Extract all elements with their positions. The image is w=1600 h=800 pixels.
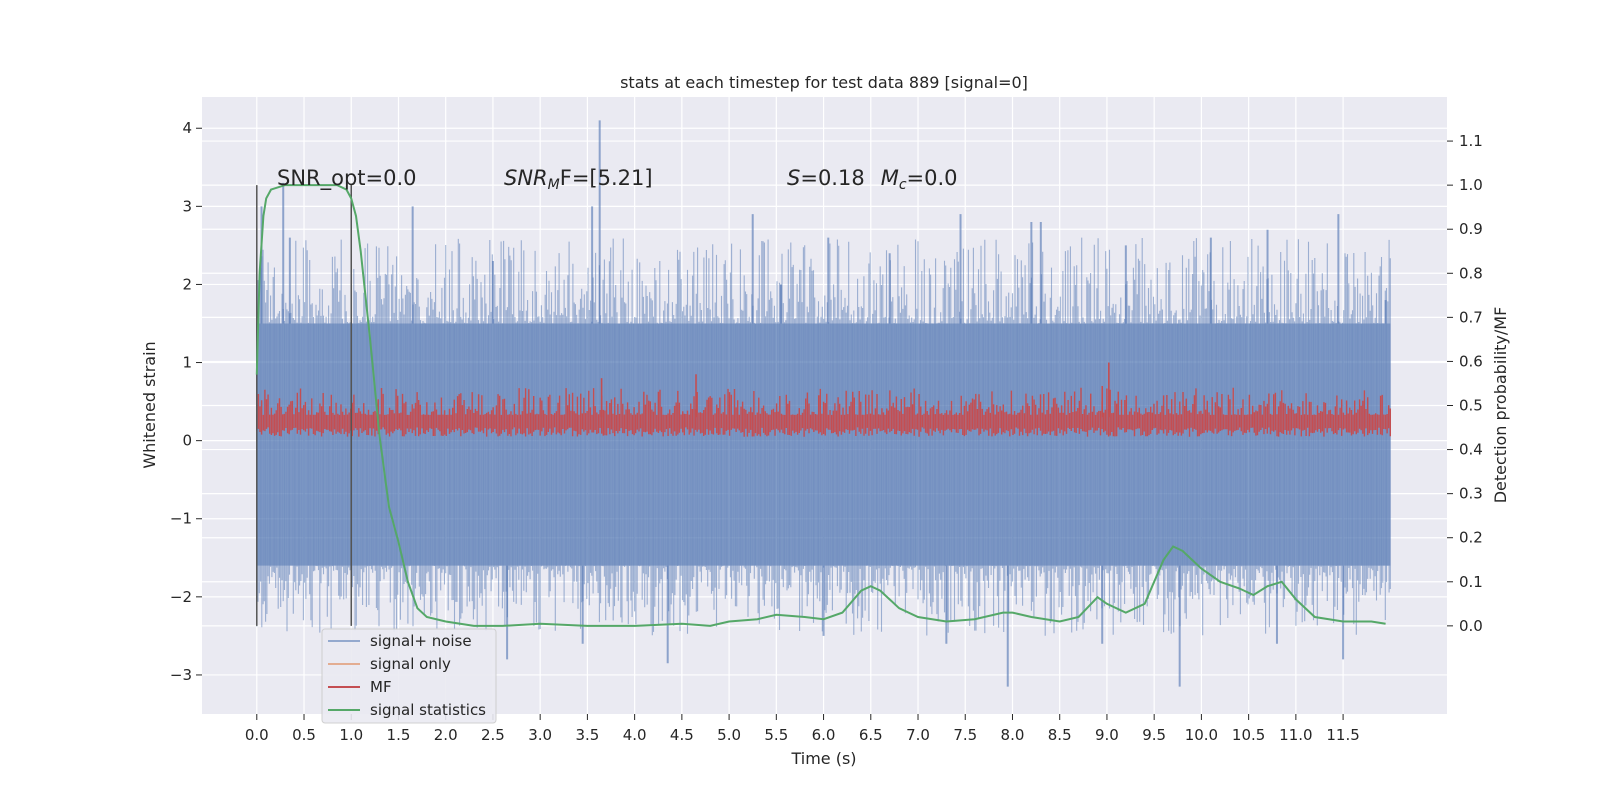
- x-tick-label: 3.0: [528, 726, 552, 744]
- x-tick-label: 11.5: [1326, 726, 1359, 744]
- x-tick-label: 5.0: [717, 726, 741, 744]
- y-tick-label: −2: [170, 588, 192, 606]
- annotation-snr-mf: SNRMF=[5.21]: [504, 166, 653, 193]
- x-tick-label: 11.0: [1279, 726, 1312, 744]
- annotation-snr-mf-base: SNR: [504, 166, 548, 190]
- y2-tick-label: 0.1: [1459, 573, 1483, 591]
- annotation-mc-value: =0.0: [907, 166, 958, 190]
- series-signal-noise: [256, 120, 1391, 687]
- y2-axis-label: Detection probability/MF: [1491, 307, 1510, 504]
- vertical-markers: [256, 185, 352, 626]
- y-axis-label: Whitened strain: [140, 341, 159, 468]
- annotation-mc-sub: c: [899, 177, 907, 193]
- x-tick-label: 7.0: [906, 726, 930, 744]
- y2-tick-label: 0.5: [1459, 397, 1483, 415]
- y2-tick-label: 0.4: [1459, 441, 1483, 459]
- y2-tick-label: 0.2: [1459, 529, 1483, 547]
- y2-tick-label: 1.0: [1459, 176, 1483, 194]
- annotation-s-label: S: [787, 166, 800, 190]
- y-tick-label: 2: [182, 275, 192, 293]
- x-tick-label: 2.5: [481, 726, 505, 744]
- y2-axis-ticks: 1.1 1.0 0.9 0.8 0.7 0.6 0.5 0.4 0.3 0.2 0.1 0.0: [1447, 132, 1483, 635]
- x-axis-ticks: 0.0 0.5 1.0 1.5 2.0 2.5 3.0 3.5 4.0 4.5 5.0 5.5 6.0 6…: [245, 714, 1360, 744]
- legend: signal+ noise signal only MF signal stat…: [321, 628, 497, 724]
- x-tick-label: 5.5: [764, 726, 788, 744]
- annotation-snr-mf-value: F=[5.21]: [560, 166, 653, 190]
- x-tick-label: 4.5: [670, 726, 694, 744]
- annotation-snr-mf-sub: M: [548, 177, 560, 193]
- y-tick-label: −3: [170, 666, 192, 684]
- x-tick-label: 6.0: [812, 726, 836, 744]
- y2-tick-label: 0.7: [1459, 308, 1483, 326]
- legend-label-mf: MF: [370, 678, 392, 696]
- legend-label-signal-statistics: signal statistics: [370, 701, 486, 719]
- chart-title: stats at each timestep for test data 889…: [620, 73, 1028, 92]
- y2-tick-label: 0.3: [1459, 485, 1483, 503]
- x-tick-label: 10.0: [1185, 726, 1218, 744]
- x-tick-label: 9.5: [1142, 726, 1166, 744]
- legend-box: [321, 628, 497, 724]
- x-tick-label: 1.5: [387, 726, 411, 744]
- annotation-s-value: =0.18: [800, 166, 864, 190]
- x-tick-label: 8.5: [1048, 726, 1072, 744]
- series-signal-statistics: [255, 184, 1386, 627]
- x-tick-label: 0.5: [292, 726, 316, 744]
- legend-label-signal-only: signal only: [370, 655, 451, 673]
- y2-tick-label: 0.6: [1459, 352, 1483, 370]
- x-tick-label: 9.0: [1095, 726, 1119, 744]
- annotation-snr-opt: SNR_opt=0.0: [277, 166, 417, 191]
- x-tick-label: 3.5: [575, 726, 599, 744]
- x-tick-label: 4.0: [623, 726, 647, 744]
- annotation-s-mc: S=0.18 Mc=0.0: [787, 166, 958, 193]
- x-tick-label: 0.0: [245, 726, 269, 744]
- x-tick-label: 10.5: [1232, 726, 1265, 744]
- annotation-mc-label: M: [881, 166, 899, 190]
- x-tick-label: 7.5: [953, 726, 977, 744]
- y-tick-label: 3: [182, 197, 192, 215]
- x-axis-label: Time (s): [790, 749, 856, 768]
- signal-statistics-line: [255, 184, 1386, 627]
- x-tick-label: 1.0: [339, 726, 363, 744]
- y-tick-label: −1: [170, 510, 192, 528]
- x-tick-label: 2.0: [434, 726, 458, 744]
- y-tick-label: 1: [182, 354, 192, 372]
- legend-label-signal-noise: signal+ noise: [370, 632, 472, 650]
- y-tick-label: 0: [182, 432, 192, 450]
- x-tick-label: 8.0: [1001, 726, 1025, 744]
- y2-tick-label: 1.1: [1459, 132, 1483, 150]
- y2-tick-label: 0.0: [1459, 617, 1483, 635]
- y-tick-label: 4: [182, 119, 192, 137]
- x-tick-label: 6.5: [859, 726, 883, 744]
- y-axis-ticks: 4 3 2 1 0 −1 −2 −3: [170, 119, 202, 684]
- y2-tick-label: 0.8: [1459, 264, 1483, 282]
- y2-tick-label: 0.9: [1459, 220, 1483, 238]
